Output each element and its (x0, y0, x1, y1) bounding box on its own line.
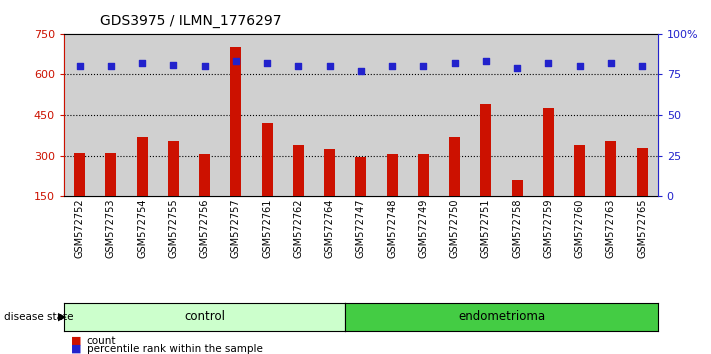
Point (74, 63, 85, 69)
Text: GSM572758: GSM572758 (512, 198, 522, 258)
Text: count: count (87, 336, 116, 346)
Point (574, 63, 585, 69)
Text: ▶: ▶ (58, 312, 67, 322)
Bar (220, 34, 252, 196)
Point (293, 63, 304, 69)
Bar (127, 34, 158, 196)
Text: GSM572762: GSM572762 (294, 198, 304, 258)
Point (480, 58, 491, 64)
Bar (230, 47, 241, 196)
Bar (137, 137, 148, 196)
Point (230, 58, 242, 64)
Bar (346, 34, 376, 196)
Point (137, 60, 148, 66)
Bar (283, 34, 314, 196)
Bar (470, 34, 501, 196)
Text: GSM572747: GSM572747 (356, 198, 366, 258)
Text: GSM572764: GSM572764 (325, 198, 335, 258)
Text: GSM572757: GSM572757 (231, 198, 241, 258)
Point (168, 62, 179, 67)
Bar (74, 153, 85, 196)
Bar (168, 141, 179, 196)
Text: GSM572765: GSM572765 (637, 198, 647, 258)
Point (324, 63, 336, 69)
Bar (95, 34, 127, 196)
Bar (605, 141, 616, 196)
Text: GSM572756: GSM572756 (200, 198, 210, 258)
Bar (449, 137, 460, 196)
Bar (501, 34, 533, 196)
Text: GSM572754: GSM572754 (137, 198, 147, 258)
Bar (418, 154, 429, 196)
Bar (512, 180, 523, 196)
Text: control: control (184, 310, 225, 323)
Text: GSM572755: GSM572755 (169, 198, 178, 258)
Bar (595, 34, 626, 196)
Point (636, 63, 648, 69)
Bar (542, 108, 554, 196)
Text: GSM572763: GSM572763 (606, 198, 616, 258)
Text: GSM572749: GSM572749 (418, 198, 428, 258)
Point (605, 60, 616, 66)
Bar (564, 34, 595, 196)
Bar (105, 153, 117, 196)
Text: ■: ■ (71, 344, 82, 354)
Text: GSM572750: GSM572750 (449, 198, 459, 258)
Bar (324, 149, 335, 196)
Bar (481, 104, 491, 196)
Point (105, 63, 117, 69)
Text: GSM572752: GSM572752 (75, 198, 85, 258)
Text: percentile rank within the sample: percentile rank within the sample (87, 344, 262, 354)
Text: endometrioma: endometrioma (458, 310, 545, 323)
Bar (533, 34, 564, 196)
Text: GSM572759: GSM572759 (543, 198, 553, 258)
Point (542, 60, 554, 66)
Text: GSM572753: GSM572753 (106, 198, 116, 258)
Text: GSM572748: GSM572748 (387, 198, 397, 258)
Bar (574, 145, 585, 196)
Bar (376, 34, 407, 196)
Bar (439, 34, 470, 196)
Point (417, 63, 429, 69)
Text: GSM572761: GSM572761 (262, 198, 272, 258)
Point (199, 63, 210, 69)
Bar (262, 123, 272, 196)
Text: GSM572751: GSM572751 (481, 198, 491, 258)
Bar (356, 157, 366, 196)
Bar (626, 34, 658, 196)
Point (262, 60, 273, 66)
Bar (387, 154, 397, 196)
Bar (293, 145, 304, 196)
Bar (189, 34, 220, 196)
Point (511, 65, 523, 71)
Point (449, 60, 460, 66)
Bar (314, 34, 346, 196)
Bar (252, 34, 283, 196)
Bar (158, 34, 189, 196)
Text: ■: ■ (71, 336, 82, 346)
Point (386, 63, 397, 69)
Bar (636, 148, 648, 196)
Bar (407, 34, 439, 196)
Text: GDS3975 / ILMN_1776297: GDS3975 / ILMN_1776297 (100, 14, 281, 28)
Text: disease state: disease state (4, 312, 73, 322)
Text: GSM572760: GSM572760 (574, 198, 584, 258)
Bar (199, 154, 210, 196)
Point (355, 68, 367, 74)
Bar (64, 34, 95, 196)
